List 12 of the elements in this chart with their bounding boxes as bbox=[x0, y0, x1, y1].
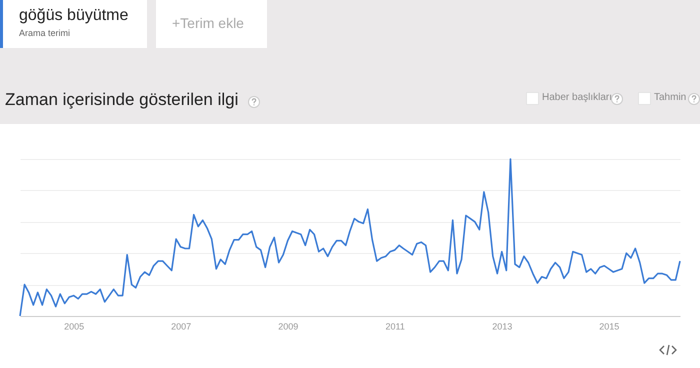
text: Tahmin bbox=[654, 92, 686, 103]
x-tick-label: 2015 bbox=[599, 322, 620, 332]
x-tick-label: 2005 bbox=[64, 322, 84, 332]
x-tick-label: 2007 bbox=[171, 322, 192, 332]
chart-title: Zaman içerisinde gösterilen ilgi bbox=[5, 90, 238, 110]
x-tick-label: 2011 bbox=[386, 322, 405, 332]
text: Haber başlıkları bbox=[542, 92, 612, 103]
text: +Terim ekle bbox=[172, 15, 244, 31]
x-tick-label: 2009 bbox=[278, 322, 298, 332]
text: göğüs büyütme bbox=[19, 7, 128, 25]
x-tick-label: 2013 bbox=[492, 322, 512, 332]
text: Arama terimi bbox=[19, 28, 70, 38]
